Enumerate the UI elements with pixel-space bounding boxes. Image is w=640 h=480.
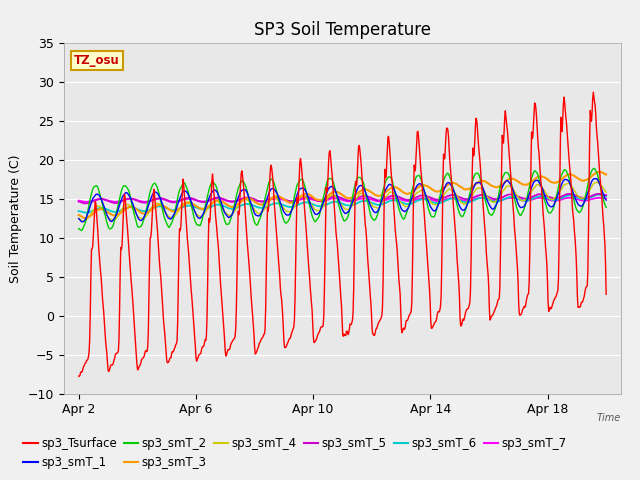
Text: TZ_osu: TZ_osu — [74, 54, 120, 67]
sp3_smT_5 — [374, 197, 382, 203]
sp3_smT_5 — [602, 192, 610, 198]
sp3_smT_2 — [374, 209, 382, 215]
sp3_Tsurface — [200, 344, 207, 349]
sp3_smT_2 — [75, 226, 83, 231]
sp3_smT_1 — [94, 192, 102, 197]
Y-axis label: Soil Temperature (C): Soil Temperature (C) — [10, 154, 22, 283]
sp3_smT_1 — [592, 176, 600, 181]
sp3_smT_3 — [268, 196, 275, 202]
sp3_smT_1 — [374, 207, 382, 213]
sp3_smT_7 — [75, 198, 83, 204]
sp3_Tsurface — [602, 291, 610, 297]
sp3_Tsurface — [296, 170, 303, 176]
sp3_smT_7 — [502, 196, 509, 202]
sp3_smT_1 — [200, 211, 207, 216]
sp3_smT_1 — [502, 179, 509, 185]
sp3_smT_4 — [602, 189, 610, 195]
Line: sp3_smT_2: sp3_smT_2 — [79, 168, 606, 230]
sp3_smT_4 — [80, 219, 88, 225]
sp3_smT_5 — [595, 191, 603, 197]
sp3_smT_3 — [502, 179, 509, 184]
Line: sp3_smT_6: sp3_smT_6 — [79, 194, 606, 213]
sp3_smT_4 — [200, 212, 207, 218]
sp3_smT_4 — [374, 205, 382, 211]
sp3_smT_1 — [79, 219, 86, 225]
sp3_smT_2 — [77, 228, 85, 233]
Line: sp3_smT_4: sp3_smT_4 — [79, 182, 606, 222]
Line: sp3_smT_7: sp3_smT_7 — [79, 198, 606, 202]
sp3_smT_2 — [502, 169, 509, 175]
sp3_smT_3 — [602, 171, 610, 177]
sp3_smT_3 — [200, 206, 207, 212]
sp3_Tsurface — [268, 162, 275, 168]
sp3_Tsurface — [75, 373, 83, 379]
sp3_smT_6 — [296, 202, 303, 207]
sp3_smT_3 — [81, 215, 89, 221]
Line: sp3_smT_5: sp3_smT_5 — [79, 194, 606, 204]
sp3_Tsurface — [502, 108, 509, 114]
sp3_smT_6 — [268, 202, 275, 207]
Title: SP3 Soil Temperature: SP3 Soil Temperature — [254, 21, 431, 39]
sp3_smT_7 — [200, 199, 207, 204]
sp3_smT_5 — [81, 201, 89, 206]
Line: sp3_smT_3: sp3_smT_3 — [79, 172, 606, 218]
sp3_smT_3 — [374, 193, 382, 199]
sp3_smT_5 — [268, 195, 275, 201]
sp3_Tsurface — [94, 236, 102, 242]
sp3_smT_3 — [75, 212, 83, 218]
sp3_smT_7 — [602, 196, 610, 202]
Line: sp3_smT_1: sp3_smT_1 — [79, 179, 606, 222]
sp3_smT_6 — [374, 202, 382, 208]
sp3_smT_2 — [602, 204, 610, 210]
sp3_smT_4 — [268, 196, 275, 202]
sp3_smT_4 — [502, 185, 509, 191]
Line: sp3_Tsurface: sp3_Tsurface — [79, 92, 606, 376]
sp3_smT_1 — [602, 197, 610, 203]
Text: Time: Time — [596, 413, 621, 423]
sp3_smT_6 — [200, 206, 207, 212]
sp3_smT_6 — [502, 196, 509, 202]
sp3_smT_2 — [94, 186, 102, 192]
Legend: sp3_Tsurface, sp3_smT_1, sp3_smT_2, sp3_smT_3, sp3_smT_4, sp3_smT_5, sp3_smT_6, : sp3_Tsurface, sp3_smT_1, sp3_smT_2, sp3_… — [19, 433, 571, 474]
sp3_smT_7 — [82, 199, 90, 205]
sp3_smT_6 — [94, 205, 102, 211]
sp3_smT_6 — [595, 192, 603, 197]
sp3_smT_5 — [94, 196, 102, 202]
sp3_smT_1 — [296, 187, 303, 192]
sp3_smT_2 — [268, 176, 275, 182]
sp3_smT_6 — [82, 210, 90, 216]
sp3_Tsurface — [76, 373, 83, 379]
sp3_smT_4 — [75, 215, 83, 221]
sp3_smT_2 — [296, 179, 303, 184]
sp3_smT_7 — [296, 197, 303, 203]
sp3_smT_2 — [590, 166, 598, 171]
sp3_smT_3 — [94, 207, 102, 213]
sp3_smT_5 — [200, 199, 207, 205]
sp3_smT_3 — [595, 169, 603, 175]
sp3_smT_4 — [593, 179, 600, 185]
sp3_smT_7 — [94, 196, 102, 202]
sp3_Tsurface — [374, 321, 382, 326]
sp3_smT_4 — [94, 203, 102, 209]
sp3_smT_2 — [200, 212, 207, 217]
sp3_smT_5 — [75, 199, 83, 204]
sp3_Tsurface — [589, 89, 597, 95]
sp3_smT_1 — [75, 216, 83, 222]
sp3_smT_4 — [296, 196, 303, 202]
sp3_smT_6 — [75, 208, 83, 214]
sp3_smT_5 — [502, 193, 509, 199]
sp3_smT_7 — [536, 195, 544, 201]
sp3_smT_7 — [374, 198, 382, 204]
sp3_smT_3 — [296, 194, 303, 200]
sp3_smT_5 — [296, 196, 303, 202]
sp3_smT_7 — [268, 196, 275, 202]
sp3_smT_6 — [602, 193, 610, 199]
sp3_smT_1 — [268, 186, 275, 192]
